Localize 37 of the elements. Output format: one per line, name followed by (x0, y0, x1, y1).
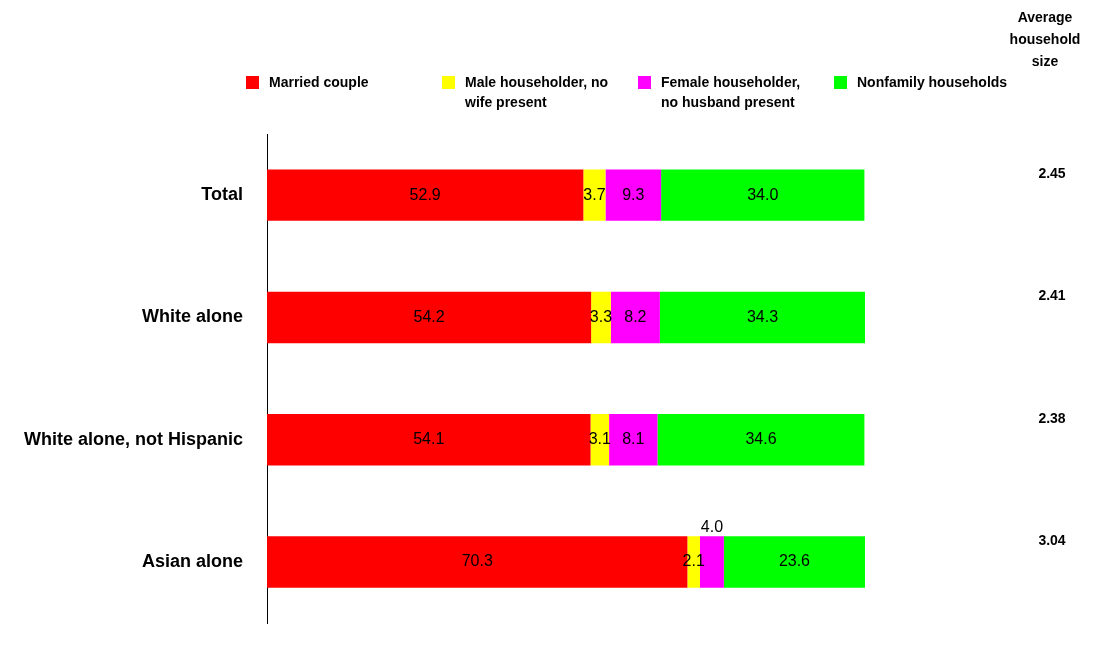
y-tick-label: Asian alone (141, 551, 244, 572)
data-label: 34.6 (745, 430, 777, 448)
bar (267, 169, 584, 221)
bar (661, 169, 865, 221)
data-label: 8.2 (624, 307, 647, 325)
bar (723, 536, 865, 588)
y-tick-label: Total (201, 184, 244, 205)
text: Average household size (1008, 8, 1082, 71)
legend-label: Female householder, no husband present (661, 73, 802, 112)
data-label: 4.0 (700, 517, 724, 535)
data-label: 54.2 (413, 307, 445, 325)
bar (267, 291, 592, 344)
data-label: 34.3 (746, 307, 779, 325)
legend-label: Male householder, no wife present (465, 73, 610, 112)
bar (659, 291, 865, 344)
bar (610, 291, 660, 344)
bar (583, 169, 606, 221)
data-label: 3.7 (583, 185, 606, 203)
data-label: 8.1 (622, 430, 645, 448)
bar (609, 414, 658, 466)
bar (657, 414, 865, 466)
legend-label: Married couple (269, 73, 369, 92)
y-tick-label: White alone (142, 306, 244, 327)
data-label: 54.1 (413, 430, 445, 448)
data-label: 70.3 (461, 552, 493, 570)
bar (605, 169, 662, 221)
bar (267, 414, 591, 466)
data-label: 23.6 (778, 552, 811, 570)
data-label: 9.3 (622, 185, 645, 203)
data-label: 34.0 (747, 185, 779, 203)
text: 3.04 (1038, 531, 1066, 548)
text: 2.38 (1038, 409, 1066, 426)
y-tick-label: White alone, not Hispanic (24, 428, 244, 449)
legend-label: Nonfamily households (857, 73, 1008, 92)
text: 2.45 (1038, 165, 1066, 182)
data-label: 52.9 (409, 185, 441, 203)
text: 2.41 (1038, 287, 1066, 304)
